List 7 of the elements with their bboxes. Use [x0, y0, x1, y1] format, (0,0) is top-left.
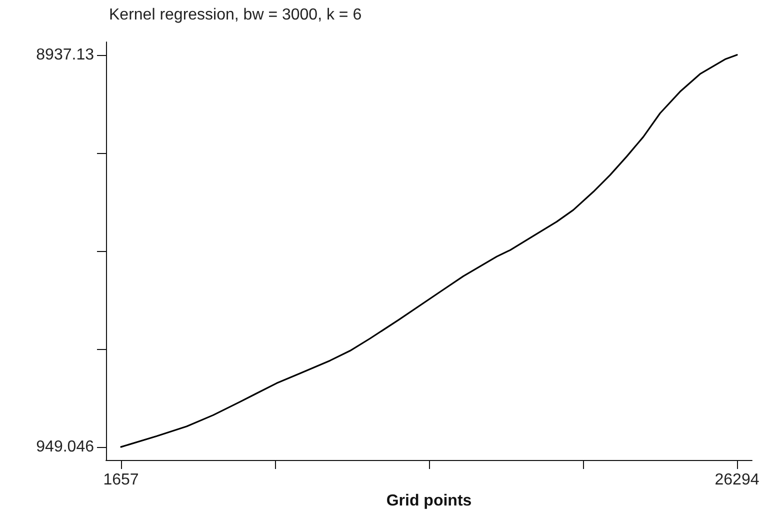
chart-title: Kernel regression, bw = 3000, k = 6: [109, 6, 362, 24]
x-tick-label: 1657: [103, 472, 139, 488]
line-series: [120, 54, 738, 448]
y-tick-label: 949.046: [36, 438, 94, 456]
x-tick-label: 26294: [714, 472, 760, 488]
x-axis-title: Grid points: [386, 492, 472, 510]
y-tick-label: 8937.13: [36, 46, 94, 64]
